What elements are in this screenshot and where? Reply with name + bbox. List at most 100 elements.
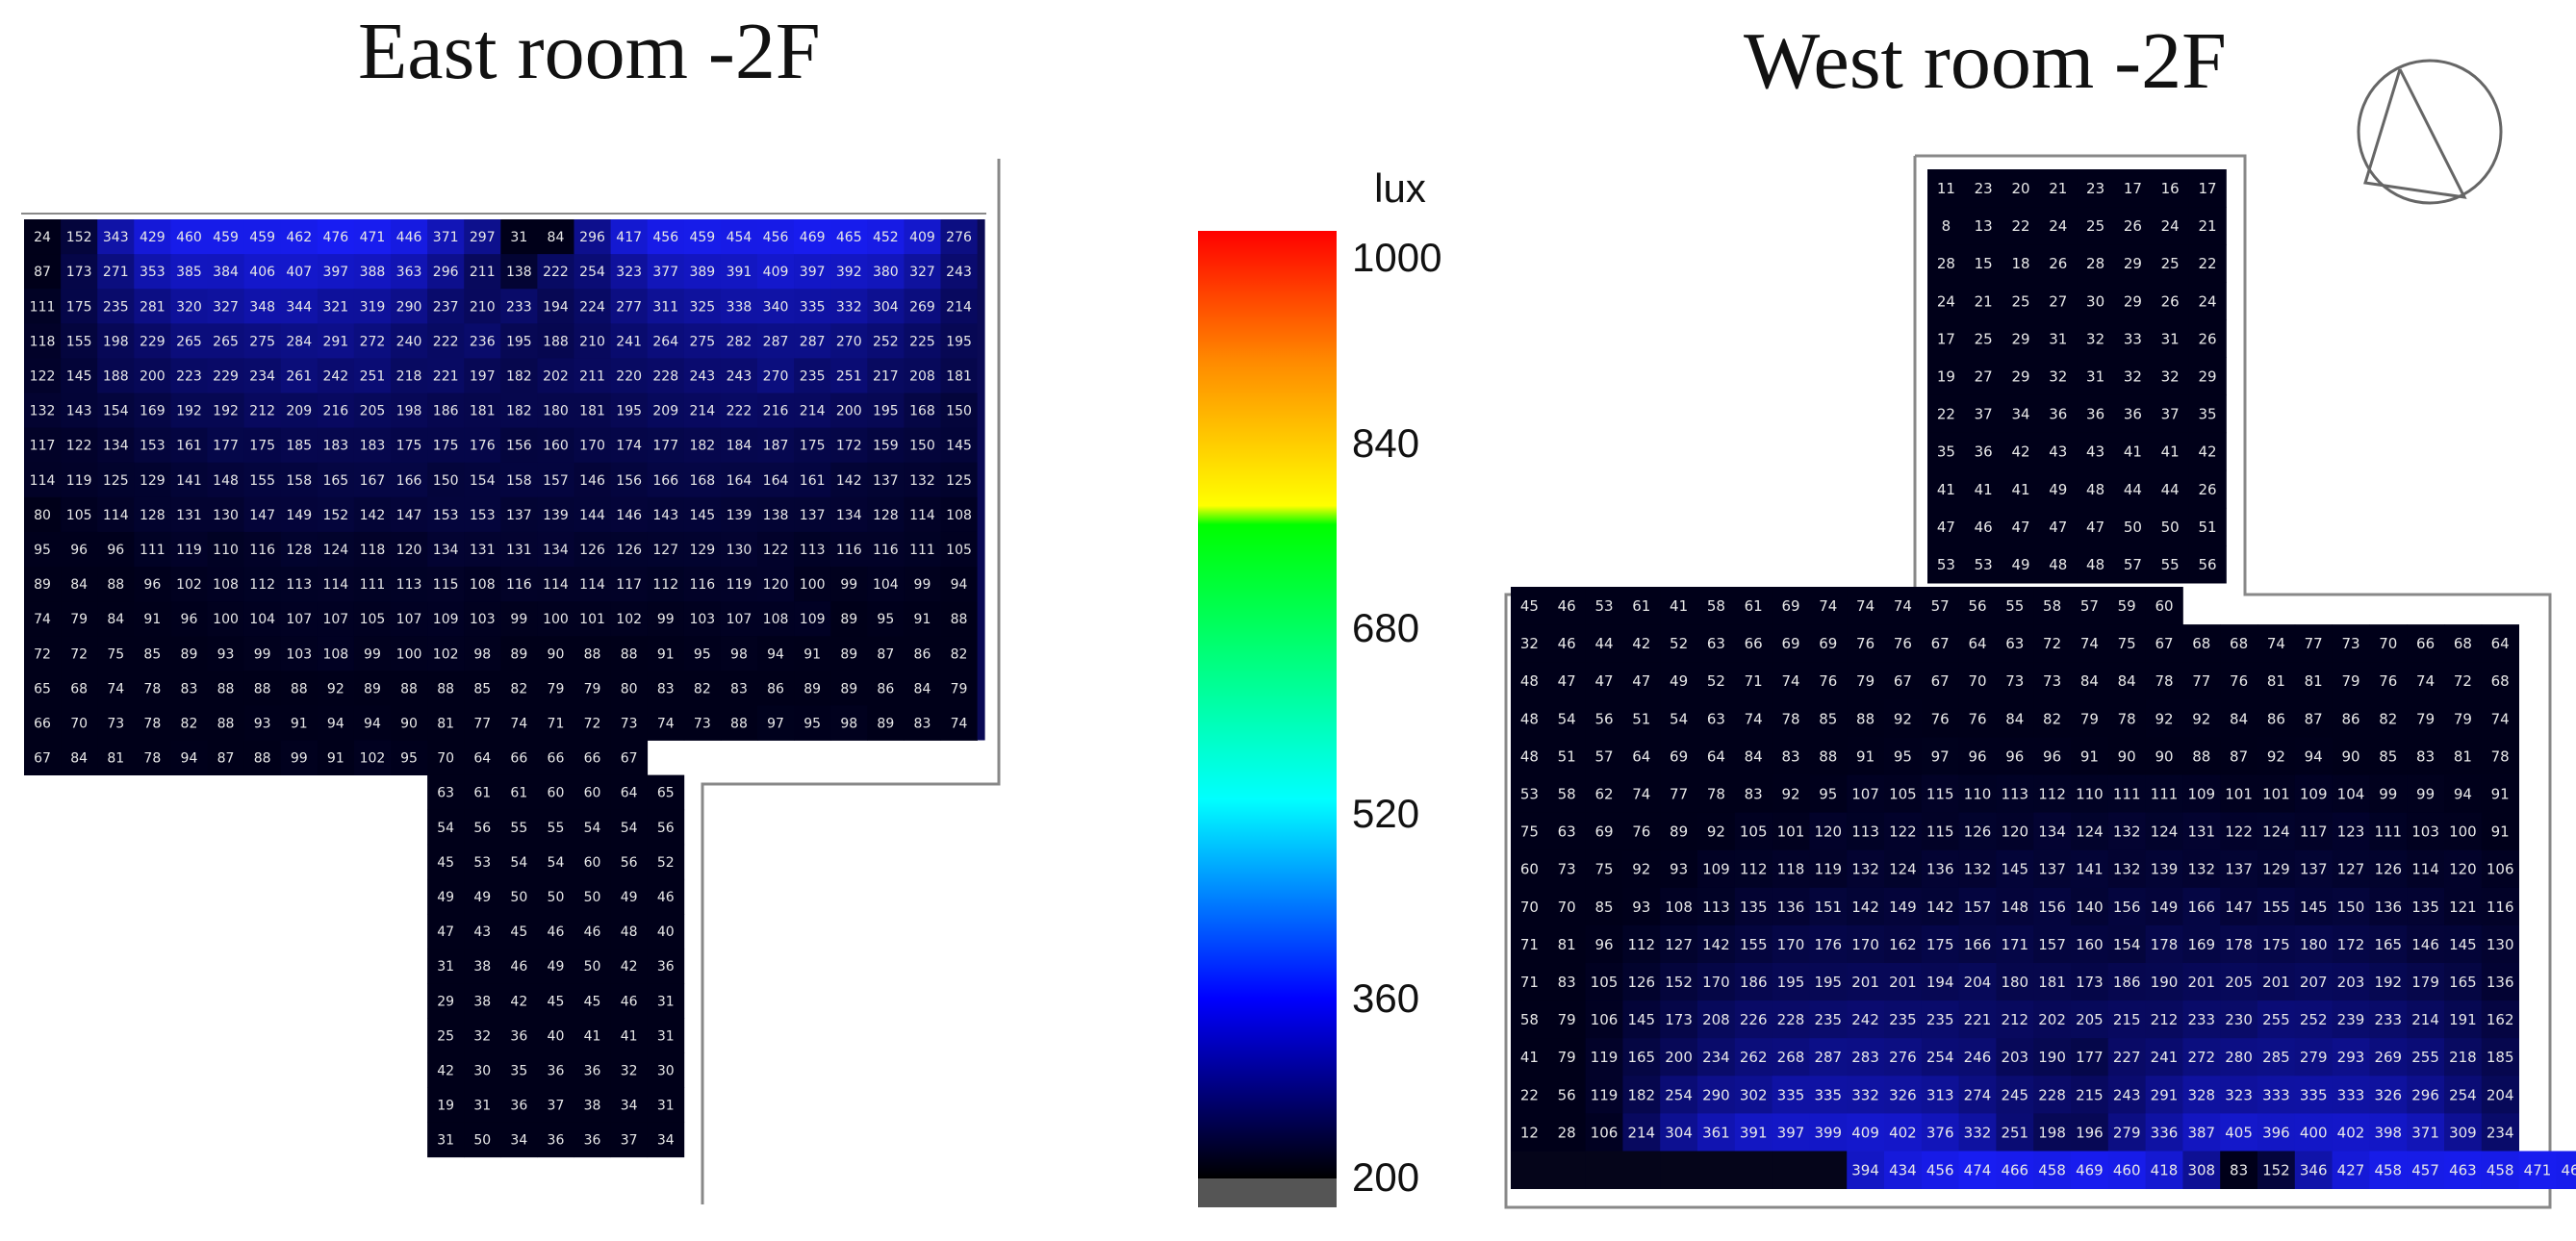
cell-value: 198	[396, 404, 422, 419]
cell-value: 394	[1851, 1161, 1879, 1178]
cell-value: 175	[249, 439, 275, 454]
cell-value: 302	[1740, 1086, 1768, 1103]
grid-cell	[683, 358, 722, 393]
cell-value: 183	[322, 439, 348, 454]
cell-value: 86	[2267, 710, 2285, 727]
cell-value: 187	[763, 439, 789, 454]
grid-cell	[574, 914, 611, 950]
cell-value: 109	[433, 612, 459, 627]
cell-value: 34	[657, 1133, 675, 1149]
grid-cell	[1847, 1038, 1885, 1076]
grid-cell	[61, 531, 98, 568]
cell-value: 182	[506, 404, 532, 419]
cell-value: 117	[2300, 823, 2328, 841]
grid-cell	[97, 671, 135, 706]
grid-cell	[1547, 1076, 1586, 1114]
cell-value: 101	[2225, 785, 2253, 802]
cell-value: 107	[286, 612, 312, 627]
cell-value: 228	[652, 368, 678, 384]
cell-value: 41	[2011, 481, 2029, 498]
grid-cell	[1964, 244, 2002, 283]
cell-value: 285	[2262, 1049, 2290, 1066]
cell-value: 200	[140, 368, 166, 384]
cell-value: 25	[2161, 255, 2180, 272]
cell-value: 119	[1591, 1086, 1619, 1103]
cell-value: 327	[909, 265, 935, 280]
grid-cell	[464, 531, 501, 568]
grid-cell	[2369, 1151, 2408, 1189]
cell-value: 108	[1665, 899, 1693, 916]
cell-value: 57	[2080, 597, 2099, 615]
grid-cell	[2071, 699, 2109, 738]
grid-cell	[97, 289, 135, 324]
grid-cell	[1772, 924, 1810, 964]
grid-cell	[610, 949, 649, 984]
cell-value: 96	[107, 543, 124, 558]
grid-cell	[1734, 1000, 1773, 1039]
grid-cell	[2114, 319, 2153, 358]
cell-value: 19	[1937, 367, 1955, 385]
grid-cell	[2033, 1038, 2072, 1076]
cell-value: 131	[506, 543, 532, 558]
grid-cell	[2107, 662, 2146, 700]
cell-value: 41	[2161, 443, 2180, 461]
cell-value: 20	[2011, 180, 2029, 197]
grid-cell	[170, 636, 208, 671]
grid-cell	[720, 323, 758, 359]
grid-cell	[1585, 774, 1623, 813]
grid-cell	[2332, 887, 2370, 926]
grid-cell	[2257, 887, 2296, 926]
grid-cell	[2033, 699, 2072, 738]
grid-cell	[207, 289, 244, 324]
cell-value: 281	[140, 299, 166, 315]
cell-value: 117	[616, 577, 642, 593]
grid-cell	[574, 496, 611, 533]
grid-cell	[1927, 357, 1966, 395]
cell-value: 102	[360, 751, 386, 767]
cell-value: 139	[543, 508, 569, 523]
cell-value: 89	[510, 646, 527, 662]
cell-value: 178	[2151, 936, 2179, 953]
cell-value: 88	[1856, 710, 1875, 727]
cell-value: 47	[2049, 519, 2067, 536]
cell-value: 54	[1670, 710, 1688, 727]
cell-value: 99	[914, 577, 931, 593]
cell-value: 145	[66, 368, 92, 384]
cell-value: 46	[510, 959, 527, 975]
grid-cell	[683, 462, 722, 498]
grid-cell	[243, 567, 282, 602]
cell-value: 79	[2416, 710, 2435, 727]
grid-cell	[2145, 1000, 2183, 1039]
cell-value: 332	[1851, 1086, 1879, 1103]
cell-value: 377	[652, 265, 678, 280]
cell-value: 225	[909, 334, 935, 349]
cell-value: 192	[2374, 974, 2402, 991]
cell-value: 28	[2086, 255, 2104, 272]
grid-cell	[2107, 1151, 2146, 1189]
grid-cell	[1996, 699, 2034, 738]
grid-cell	[2369, 963, 2408, 1001]
grid-cell	[610, 323, 649, 359]
grid-cell	[867, 393, 905, 428]
cell-value: 99	[2416, 785, 2435, 802]
grid-cell	[1585, 587, 1623, 625]
cell-value: 218	[2449, 1049, 2477, 1066]
cell-value: 252	[2300, 1011, 2328, 1028]
grid-cell	[1511, 1076, 1549, 1114]
cell-value: 326	[2374, 1086, 2402, 1103]
cell-value: 70	[1968, 672, 1986, 690]
grid-cell	[1884, 587, 1923, 625]
cell-value: 291	[322, 334, 348, 349]
grid-cell	[243, 740, 282, 775]
grid-cell	[61, 496, 98, 533]
cell-value: 111	[2113, 785, 2141, 802]
cell-value: 56	[657, 821, 675, 836]
cell-value: 188	[103, 368, 129, 384]
grid-cell	[97, 740, 135, 775]
grid-cell	[243, 462, 282, 498]
grid-cell	[940, 531, 978, 568]
grid-cell	[134, 496, 171, 533]
grid-cell	[940, 219, 978, 255]
cell-value: 214	[689, 404, 715, 419]
grid-cell	[170, 462, 208, 498]
